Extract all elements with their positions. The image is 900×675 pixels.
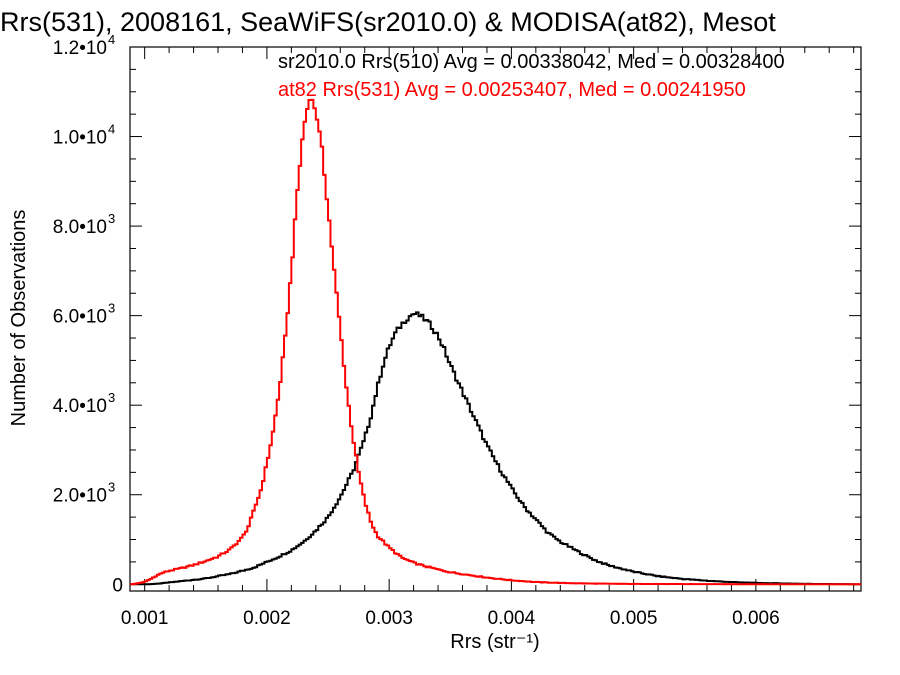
y-tick-label: 2.0•10 (53, 486, 107, 507)
y-tick-label: 1.0•10 (53, 128, 107, 149)
x-tick-label: 0.005 (610, 608, 658, 629)
y-tick-exponent: 3 (108, 390, 115, 405)
chart-title: Rrs(531), 2008161, SeaWiFS(sr2010.0) & M… (0, 7, 776, 37)
y-tick-exponent: 4 (108, 32, 115, 47)
x-axis-label: Rrs (str⁻¹) (450, 631, 539, 653)
histogram-series-red (130, 98, 861, 586)
y-tick-exponent: 3 (108, 301, 115, 316)
x-tick-label: 0.003 (365, 608, 413, 629)
plot-frame (129, 46, 862, 592)
x-tick-label: 0.002 (243, 608, 291, 629)
y-tick-label: 8.0•10 (53, 217, 107, 238)
y-tick-label: 6.0•10 (53, 307, 107, 328)
black-series-annotation: sr2010.0 Rrs(510) Avg = 0.00338042, Med … (278, 51, 785, 73)
y-tick-label: 4.0•10 (53, 396, 107, 417)
y-tick-exponent: 3 (108, 211, 115, 226)
red-series-annotation: at82 Rrs(531) Avg = 0.00253407, Med = 0.… (278, 79, 746, 101)
x-tick-label: 0.006 (732, 608, 780, 629)
y-tick-label: 0 (112, 575, 123, 596)
series-layer (130, 98, 861, 586)
x-tick-label: 0.004 (488, 608, 536, 629)
y-tick-exponent: 4 (108, 122, 115, 137)
y-tick-exponent: 3 (108, 480, 115, 495)
y-tick-label: 1.2•10 (53, 38, 107, 59)
histogram-series-black (130, 311, 861, 586)
x-tick-label: 0.001 (121, 608, 169, 629)
y-axis-label: Number of Observations (8, 210, 30, 427)
